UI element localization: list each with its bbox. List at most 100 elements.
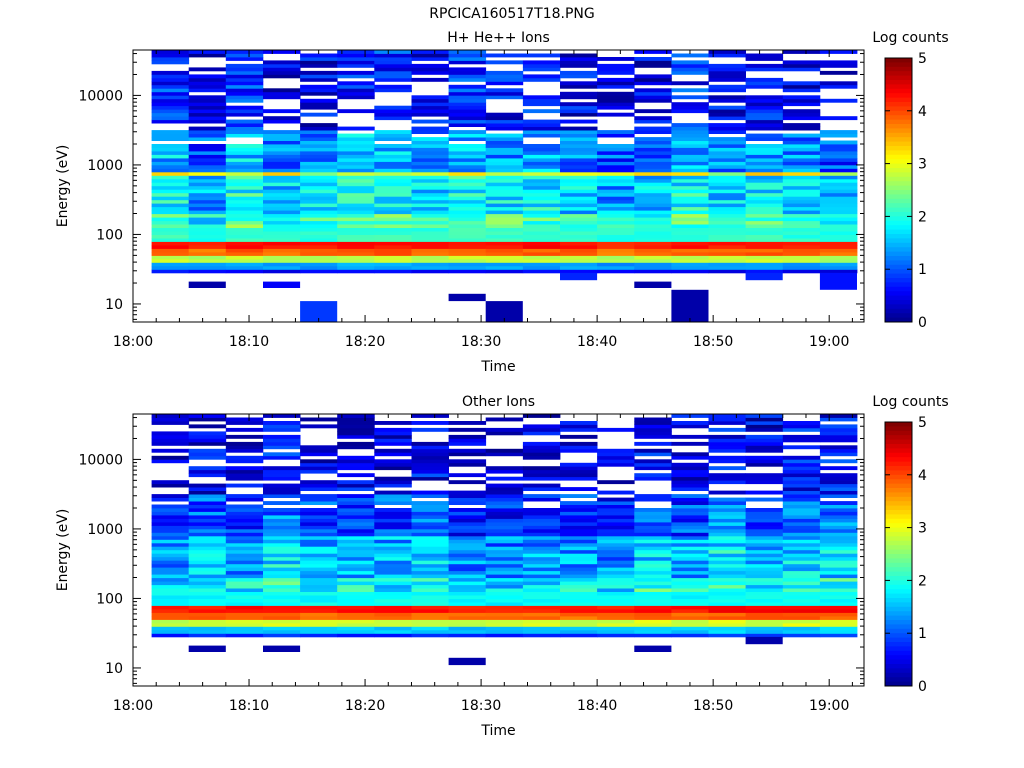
heatmap-cell	[188, 137, 227, 141]
heatmap-cell	[374, 483, 412, 488]
heatmap-cell	[634, 203, 672, 208]
colorbar-segment	[885, 282, 912, 288]
heatmap-cell	[300, 262, 338, 267]
heatmap-cell	[263, 60, 301, 65]
heatmap-cell	[337, 227, 375, 232]
heatmap-cell	[151, 245, 190, 249]
heatmap-cell	[300, 98, 338, 103]
heatmap-cell	[671, 494, 709, 498]
heatmap-cell	[671, 522, 709, 526]
heatmap-cell	[374, 441, 412, 446]
heatmap-cell	[597, 577, 635, 582]
heatmap-cell	[225, 199, 264, 204]
heatmap-cell	[745, 598, 784, 603]
heatmap-cell	[300, 192, 338, 197]
heatmap-cell	[560, 553, 598, 558]
heatmap-cell	[374, 434, 412, 439]
heatmap-cell	[708, 252, 746, 256]
heatmap-cell	[597, 459, 635, 464]
heatmap-cell	[782, 164, 821, 169]
heatmap-cell	[448, 130, 487, 134]
heatmap-cell	[188, 609, 227, 613]
heatmap-cell	[300, 130, 338, 134]
heatmap-cell	[522, 98, 561, 103]
heatmap-cell	[300, 591, 338, 596]
heatmap-cell	[819, 60, 858, 65]
colorbar-segment	[885, 75, 912, 81]
heatmap-cell	[819, 171, 858, 176]
heatmap-cell	[671, 497, 709, 502]
heatmap-cell	[300, 626, 338, 631]
heatmap-cell	[151, 421, 190, 425]
colorbar-segment	[885, 584, 912, 590]
heatmap-cell	[225, 164, 264, 169]
heatmap-cell	[337, 515, 375, 519]
heatmap-cell	[337, 63, 375, 68]
heatmap-cell	[745, 98, 784, 103]
heatmap-cell	[819, 504, 858, 509]
heatmap-cell	[188, 178, 227, 183]
colorbar-segment	[885, 492, 912, 498]
heatmap-cell	[151, 168, 190, 173]
heatmap-cell	[634, 609, 672, 613]
heatmap-cell	[634, 633, 672, 638]
heatmap-cell	[485, 140, 524, 145]
heatmap-cell	[337, 532, 375, 537]
heatmap-cell	[263, 241, 301, 246]
heatmap-cell	[225, 175, 264, 180]
heatmap-cell	[337, 598, 375, 603]
heatmap-cell	[448, 182, 487, 187]
heatmap-cell	[374, 549, 412, 554]
heatmap-cell	[485, 119, 524, 124]
heatmap-cell	[374, 539, 412, 544]
colorbar-segment	[885, 677, 912, 683]
heatmap-cell	[448, 74, 487, 79]
colorbar-segment	[885, 642, 912, 647]
heatmap-cell	[263, 178, 301, 183]
heatmap-cell	[188, 556, 227, 561]
heatmap-cell	[411, 203, 449, 208]
x-tick-label: 18:10	[229, 698, 269, 714]
heatmap-cell	[782, 84, 821, 89]
heatmap-cell	[411, 466, 449, 471]
heatmap-cell	[225, 595, 264, 599]
colorbar-segment	[885, 128, 912, 134]
heatmap-cell	[225, 234, 264, 239]
heatmap-cell	[448, 137, 487, 141]
heatmap-cell	[671, 528, 709, 533]
heatmap-cell	[745, 147, 784, 152]
colorbar-segment	[885, 540, 912, 546]
heatmap-cell	[374, 74, 412, 79]
heatmap-cell	[151, 525, 190, 530]
heatmap-cell	[782, 88, 821, 93]
heatmap-cell	[560, 161, 598, 166]
heatmap-cell	[671, 584, 709, 589]
heatmap-cell	[448, 567, 487, 572]
heatmap-cell	[448, 473, 487, 478]
heatmap-cell	[560, 258, 598, 263]
heatmap-cell	[374, 175, 412, 180]
heatmap-cell	[560, 574, 598, 579]
heatmap-cell	[782, 151, 821, 155]
heatmap-cell	[448, 67, 487, 72]
heatmap-cell	[782, 123, 821, 127]
heatmap-cell	[151, 602, 190, 606]
heatmap-cell	[300, 133, 338, 138]
heatmap-cell	[522, 515, 561, 519]
heatmap-cell	[337, 546, 375, 551]
heatmap-cell	[782, 469, 821, 474]
heatmap-cell	[782, 102, 821, 107]
heatmap-cell	[634, 74, 672, 79]
heatmap-cell	[448, 185, 487, 190]
colorbar-segment	[885, 176, 912, 182]
heatmap-cell	[708, 459, 746, 464]
heatmap-cell	[411, 528, 449, 533]
heatmap-cell	[337, 217, 375, 222]
heatmap-cell	[634, 546, 672, 551]
heatmap-cell	[188, 248, 227, 253]
heatmap-cell	[151, 616, 190, 620]
heatmap-cell	[225, 210, 264, 215]
heatmap-cell	[411, 535, 449, 540]
heatmap-cell	[560, 168, 598, 173]
heatmap-cell	[485, 427, 524, 432]
